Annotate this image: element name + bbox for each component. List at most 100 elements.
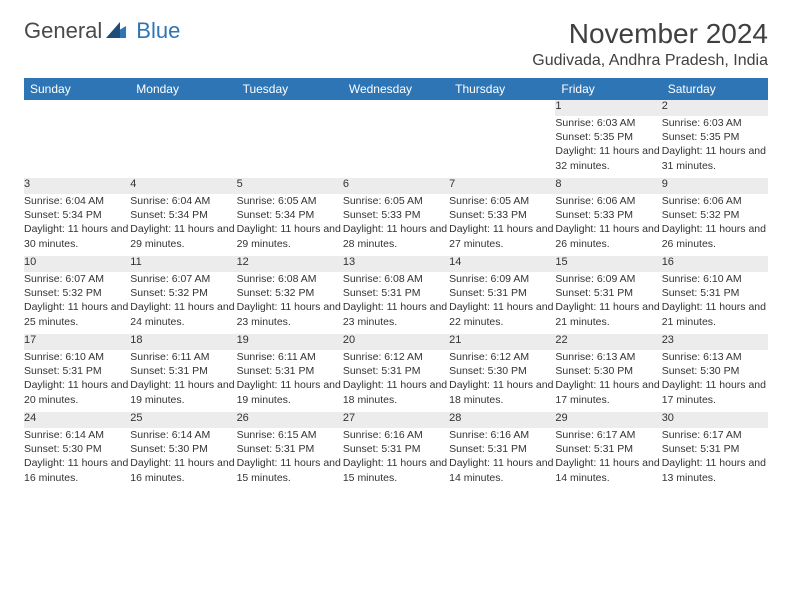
day-data-cell: Sunrise: 6:17 AMSunset: 5:31 PMDaylight:…: [555, 428, 661, 490]
sunset-text: Sunset: 5:32 PM: [24, 286, 130, 300]
day-number-cell: [343, 100, 449, 116]
sunrise-text: Sunrise: 6:08 AM: [343, 272, 449, 286]
day-data-cell: Sunrise: 6:13 AMSunset: 5:30 PMDaylight:…: [662, 350, 768, 412]
header-bar: General Blue November 2024 Gudivada, And…: [24, 18, 768, 70]
daylight-text: Daylight: 11 hours and 29 minutes.: [130, 222, 236, 250]
daylight-text: Daylight: 11 hours and 16 minutes.: [24, 456, 130, 484]
daylight-text: Daylight: 11 hours and 24 minutes.: [130, 300, 236, 328]
sunrise-text: Sunrise: 6:05 AM: [343, 194, 449, 208]
sunset-text: Sunset: 5:32 PM: [237, 286, 343, 300]
sunset-text: Sunset: 5:31 PM: [343, 364, 449, 378]
day-number-cell: 28: [449, 412, 555, 428]
daylight-text: Daylight: 11 hours and 32 minutes.: [555, 144, 661, 172]
sunset-text: Sunset: 5:31 PM: [237, 364, 343, 378]
sunset-text: Sunset: 5:31 PM: [24, 364, 130, 378]
daylight-text: Daylight: 11 hours and 23 minutes.: [343, 300, 449, 328]
month-title: November 2024: [532, 18, 768, 50]
day-data-row: Sunrise: 6:07 AMSunset: 5:32 PMDaylight:…: [24, 272, 768, 334]
day-number-cell: 1: [555, 100, 661, 116]
day-number-cell: 27: [343, 412, 449, 428]
daylight-text: Daylight: 11 hours and 18 minutes.: [449, 378, 555, 406]
sunrise-text: Sunrise: 6:14 AM: [24, 428, 130, 442]
sunset-text: Sunset: 5:33 PM: [343, 208, 449, 222]
day-number-cell: 8: [555, 178, 661, 194]
daylight-text: Daylight: 11 hours and 16 minutes.: [130, 456, 236, 484]
day-data-cell: Sunrise: 6:08 AMSunset: 5:31 PMDaylight:…: [343, 272, 449, 334]
sunset-text: Sunset: 5:35 PM: [662, 130, 768, 144]
day-number-cell: 26: [237, 412, 343, 428]
sunrise-text: Sunrise: 6:04 AM: [130, 194, 236, 208]
day-number-cell: 18: [130, 334, 236, 350]
weekday-header: Friday: [555, 78, 661, 100]
sunset-text: Sunset: 5:34 PM: [237, 208, 343, 222]
sunset-text: Sunset: 5:35 PM: [555, 130, 661, 144]
day-data-cell: Sunrise: 6:07 AMSunset: 5:32 PMDaylight:…: [130, 272, 236, 334]
day-data-row: Sunrise: 6:03 AMSunset: 5:35 PMDaylight:…: [24, 116, 768, 178]
day-number-cell: [130, 100, 236, 116]
sunset-text: Sunset: 5:31 PM: [343, 286, 449, 300]
day-data-cell: Sunrise: 6:05 AMSunset: 5:34 PMDaylight:…: [237, 194, 343, 256]
daylight-text: Daylight: 11 hours and 20 minutes.: [24, 378, 130, 406]
sunrise-text: Sunrise: 6:11 AM: [237, 350, 343, 364]
sunset-text: Sunset: 5:34 PM: [24, 208, 130, 222]
sunset-text: Sunset: 5:30 PM: [449, 364, 555, 378]
day-number-row: 17181920212223: [24, 334, 768, 350]
day-data-cell: Sunrise: 6:05 AMSunset: 5:33 PMDaylight:…: [449, 194, 555, 256]
day-number-cell: 2: [662, 100, 768, 116]
day-data-cell: Sunrise: 6:09 AMSunset: 5:31 PMDaylight:…: [555, 272, 661, 334]
sunrise-text: Sunrise: 6:06 AM: [555, 194, 661, 208]
sunset-text: Sunset: 5:30 PM: [24, 442, 130, 456]
sunrise-text: Sunrise: 6:05 AM: [449, 194, 555, 208]
sunrise-text: Sunrise: 6:03 AM: [555, 116, 661, 130]
weekday-header: Saturday: [662, 78, 768, 100]
day-number-cell: 7: [449, 178, 555, 194]
day-number-cell: 13: [343, 256, 449, 272]
sunset-text: Sunset: 5:31 PM: [662, 286, 768, 300]
day-data-cell: Sunrise: 6:10 AMSunset: 5:31 PMDaylight:…: [24, 350, 130, 412]
day-number-row: 3456789: [24, 178, 768, 194]
day-data-cell: [449, 116, 555, 178]
sunrise-text: Sunrise: 6:10 AM: [662, 272, 768, 286]
calendar-body: 12Sunrise: 6:03 AMSunset: 5:35 PMDayligh…: [24, 100, 768, 490]
day-data-cell: Sunrise: 6:12 AMSunset: 5:31 PMDaylight:…: [343, 350, 449, 412]
sunset-text: Sunset: 5:30 PM: [130, 442, 236, 456]
daylight-text: Daylight: 11 hours and 31 minutes.: [662, 144, 768, 172]
sunset-text: Sunset: 5:31 PM: [555, 286, 661, 300]
weekday-header: Thursday: [449, 78, 555, 100]
daylight-text: Daylight: 11 hours and 22 minutes.: [449, 300, 555, 328]
sunset-text: Sunset: 5:31 PM: [662, 442, 768, 456]
day-data-cell: Sunrise: 6:09 AMSunset: 5:31 PMDaylight:…: [449, 272, 555, 334]
sunrise-text: Sunrise: 6:06 AM: [662, 194, 768, 208]
daylight-text: Daylight: 11 hours and 14 minutes.: [449, 456, 555, 484]
day-data-cell: [24, 116, 130, 178]
day-data-row: Sunrise: 6:14 AMSunset: 5:30 PMDaylight:…: [24, 428, 768, 490]
daylight-text: Daylight: 11 hours and 18 minutes.: [343, 378, 449, 406]
day-data-cell: Sunrise: 6:04 AMSunset: 5:34 PMDaylight:…: [24, 194, 130, 256]
daylight-text: Daylight: 11 hours and 29 minutes.: [237, 222, 343, 250]
sunset-text: Sunset: 5:33 PM: [555, 208, 661, 222]
sunset-text: Sunset: 5:31 PM: [237, 442, 343, 456]
sunset-text: Sunset: 5:34 PM: [130, 208, 236, 222]
sunrise-text: Sunrise: 6:16 AM: [449, 428, 555, 442]
day-data-cell: [343, 116, 449, 178]
sunset-text: Sunset: 5:31 PM: [449, 442, 555, 456]
logo-text-blue: Blue: [136, 18, 180, 44]
day-data-cell: Sunrise: 6:03 AMSunset: 5:35 PMDaylight:…: [662, 116, 768, 178]
day-data-cell: [237, 116, 343, 178]
day-number-cell: 10: [24, 256, 130, 272]
sunrise-text: Sunrise: 6:07 AM: [130, 272, 236, 286]
day-data-cell: Sunrise: 6:05 AMSunset: 5:33 PMDaylight:…: [343, 194, 449, 256]
day-number-cell: [237, 100, 343, 116]
day-number-cell: 6: [343, 178, 449, 194]
day-number-cell: 17: [24, 334, 130, 350]
sunrise-text: Sunrise: 6:13 AM: [662, 350, 768, 364]
logo-text-general: General: [24, 18, 102, 44]
sunrise-text: Sunrise: 6:12 AM: [449, 350, 555, 364]
daylight-text: Daylight: 11 hours and 15 minutes.: [237, 456, 343, 484]
day-data-cell: Sunrise: 6:14 AMSunset: 5:30 PMDaylight:…: [130, 428, 236, 490]
day-number-cell: 3: [24, 178, 130, 194]
day-number-row: 24252627282930: [24, 412, 768, 428]
day-number-cell: 15: [555, 256, 661, 272]
day-number-cell: [449, 100, 555, 116]
sunrise-text: Sunrise: 6:09 AM: [555, 272, 661, 286]
